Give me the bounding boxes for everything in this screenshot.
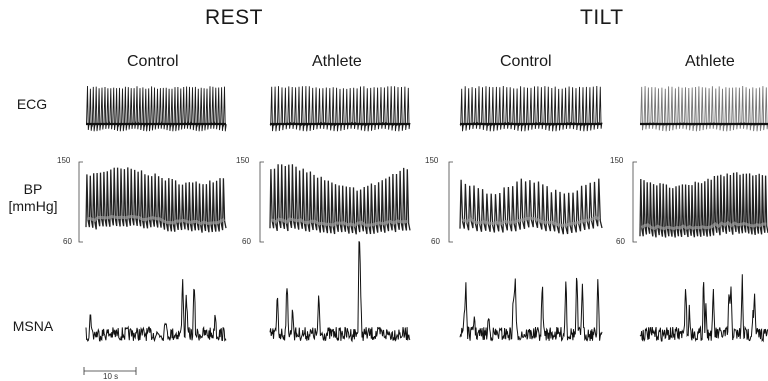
row-label-bp: BP [mmHg] [8, 181, 58, 215]
msna-label: MSNA [12, 318, 54, 334]
bp-unit-label: [mmHg] [8, 198, 58, 214]
bp-tick-60-panel-2: 60 [242, 237, 251, 246]
bp-tick-150-panel-2: 150 [236, 156, 250, 165]
bp-trace-rest-control [85, 167, 227, 233]
msna-trace-rest-control [85, 279, 227, 343]
ecg-trace-tilt-control [459, 85, 603, 132]
row-label-ecg: ECG [10, 96, 54, 113]
msna-trace-tilt-control [459, 277, 603, 342]
bp-label: BP [23, 181, 43, 197]
time-scale-bar [83, 367, 137, 375]
msna-trace-rest-athlete [269, 241, 411, 343]
row-label-msna: MSNA [8, 318, 58, 335]
bp-axis-tilt-control [448, 161, 453, 243]
bp-trace-rest-athlete [269, 164, 411, 235]
ecg-trace-rest-athlete [269, 86, 411, 132]
bp-axis-rest-control [78, 161, 83, 243]
bp-tick-60-panel-4: 60 [616, 237, 625, 246]
ecg-label: ECG [16, 96, 48, 112]
bp-axis-tilt-athlete [632, 161, 637, 243]
bp-mean-rest-control [87, 214, 226, 226]
bp-mean-rest-athlete [270, 217, 409, 228]
condition-title-tilt: TILT [580, 6, 624, 29]
bp-tick-150-panel-4: 150 [610, 156, 624, 165]
bp-tick-60-panel-1: 60 [63, 237, 72, 246]
bp-axis-rest-athlete [259, 161, 264, 243]
condition-title-rest: REST [205, 6, 264, 29]
group-title-tilt-control: Control [500, 53, 552, 70]
bp-trace-tilt-control [459, 178, 603, 235]
bp-tick-150-panel-3: 150 [425, 156, 439, 165]
group-title-rest-athlete: Athlete [312, 53, 362, 70]
time-scale-label: 10 s [103, 372, 119, 381]
group-title-tilt-athlete: Athlete [685, 53, 735, 70]
bp-tick-150-panel-1: 150 [57, 156, 71, 165]
group-title-rest-control: Control [127, 53, 179, 70]
msna-trace-tilt-athlete [639, 274, 768, 343]
bp-trace-tilt-athlete [639, 172, 768, 238]
bp-tick-60-panel-3: 60 [431, 237, 440, 246]
bp-mean-tilt-athlete [640, 220, 767, 231]
bp-mean-tilt-control [461, 215, 601, 227]
